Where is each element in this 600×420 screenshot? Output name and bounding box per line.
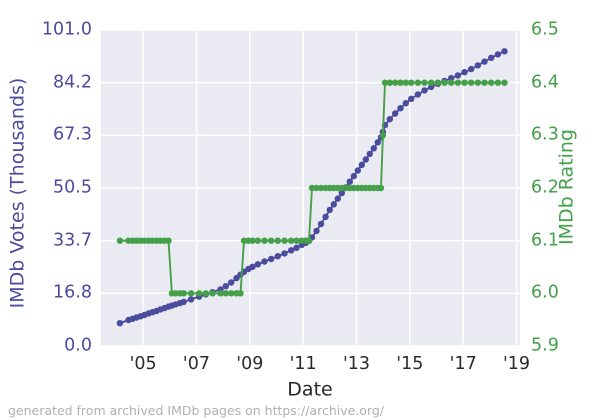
x-axis-tick: '09 <box>236 354 264 374</box>
left-axis-tick: 101.0 <box>41 19 92 40</box>
x-axis-tick: '15 <box>396 354 424 374</box>
plot-area <box>101 30 520 346</box>
right-axis-tick: 6.4 <box>531 71 559 92</box>
left-axis-tick: 0.0 <box>64 335 92 356</box>
x-axis-tick: '13 <box>342 354 371 374</box>
right-axis-title: IMDb Rating <box>555 129 578 245</box>
attribution-note: generated from archived IMDb pages on ht… <box>8 403 385 418</box>
left-axis-tick: 16.8 <box>53 282 92 303</box>
rating-series <box>116 79 508 297</box>
right-axis-tick: 6.2 <box>531 177 559 198</box>
left-axis-tick: 50.5 <box>53 177 92 198</box>
x-axis-tick: '05 <box>129 354 157 374</box>
right-axis-tick: 6.1 <box>531 229 559 250</box>
right-axis-tick: 6.0 <box>531 282 559 303</box>
left-axis-tick: 67.3 <box>53 124 92 145</box>
x-axis-tick: '11 <box>289 354 317 374</box>
left-axis-tick: 84.2 <box>53 71 92 92</box>
chart-canvas <box>101 30 520 346</box>
right-axis-tick: 6.3 <box>531 124 559 145</box>
left-axis-tick: 33.7 <box>53 229 92 250</box>
right-axis-tick: 5.9 <box>531 335 559 356</box>
x-axis-tick: '17 <box>449 354 477 374</box>
right-axis-tick: 6.5 <box>531 19 559 40</box>
x-axis-tick: '07 <box>182 354 211 374</box>
x-axis-title: Date <box>287 378 333 401</box>
x-axis-tick: '19 <box>502 354 531 374</box>
